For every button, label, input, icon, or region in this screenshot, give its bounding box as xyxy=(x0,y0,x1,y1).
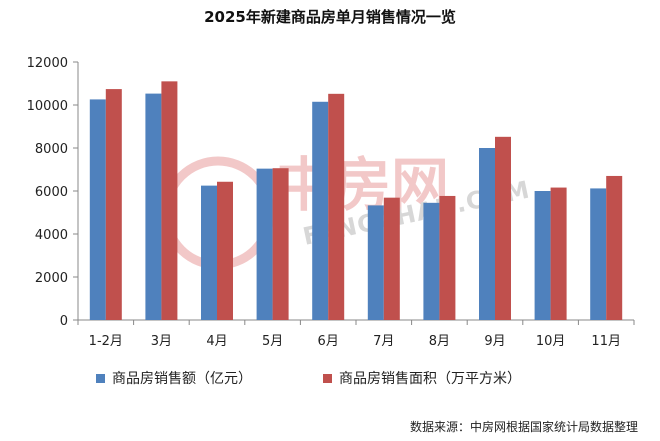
legend-label-sales-amount: 商品房销售额（亿元） xyxy=(112,371,252,387)
bar-sales-amount xyxy=(479,148,495,320)
bar-sales-amount xyxy=(534,191,551,320)
y-tick-label: 10000 xyxy=(27,99,68,114)
source-note: 数据来源：中房网根据国家统计局数据整理 xyxy=(410,419,638,434)
x-tick-label: 3月 xyxy=(151,334,172,349)
bar-sales-amount xyxy=(145,93,162,320)
x-tick-label: 11月 xyxy=(591,334,621,349)
x-tick-label: 5月 xyxy=(262,334,283,349)
bar-sales-amount xyxy=(201,185,217,320)
bar-sales-area xyxy=(328,93,345,320)
bar-sales-area xyxy=(105,89,122,320)
bar-sales-amount xyxy=(423,202,440,320)
bar-sales-amount xyxy=(367,205,384,320)
y-tick-label: 12000 xyxy=(27,56,68,71)
legend: 商品房销售额（亿元） 商品房销售面积（万平方米） xyxy=(96,371,521,387)
bar-sales-amount xyxy=(590,188,607,320)
bar-sales-area xyxy=(439,195,456,320)
bar-sales-area xyxy=(217,181,233,320)
bar-sales-area xyxy=(161,81,178,320)
y-tick-label: 8000 xyxy=(35,142,68,157)
plot-area: 0 2000 4000 6000 8000 10000 12000 1-2月 3月 4月 5月 6月 7… xyxy=(27,56,635,349)
bar-sales-amount xyxy=(256,168,273,320)
y-tick-label: 0 xyxy=(60,314,68,329)
x-tick-label: 6月 xyxy=(318,334,339,349)
watermark-cn: 中房网 xyxy=(275,151,449,219)
bar-sales-area xyxy=(606,175,623,320)
x-tick-label: 4月 xyxy=(206,334,227,349)
bar-sales-area xyxy=(495,136,511,320)
bar-sales-area xyxy=(272,168,289,320)
bar-sales-area xyxy=(383,197,400,320)
x-tick-label: 8月 xyxy=(429,334,450,349)
y-tick-label: 2000 xyxy=(35,271,68,286)
x-tick-label: 9月 xyxy=(484,334,505,349)
x-tick-label: 10月 xyxy=(536,334,566,349)
chart-title: 2025年新建商品房单月销售情况一览 xyxy=(204,8,456,26)
y-tick-label: 4000 xyxy=(35,228,68,243)
legend-swatch-sales-amount xyxy=(96,374,105,383)
y-tick-label: 6000 xyxy=(35,185,68,200)
x-tick-label: 1-2月 xyxy=(89,334,123,349)
bar-sales-amount xyxy=(89,99,106,320)
legend-swatch-sales-area xyxy=(323,374,332,383)
bar-sales-area xyxy=(550,187,567,320)
legend-label-sales-area: 商品房销售面积（万平方米） xyxy=(339,371,521,387)
x-tick-label: 7月 xyxy=(373,334,394,349)
bar-sales-amount xyxy=(312,101,329,321)
